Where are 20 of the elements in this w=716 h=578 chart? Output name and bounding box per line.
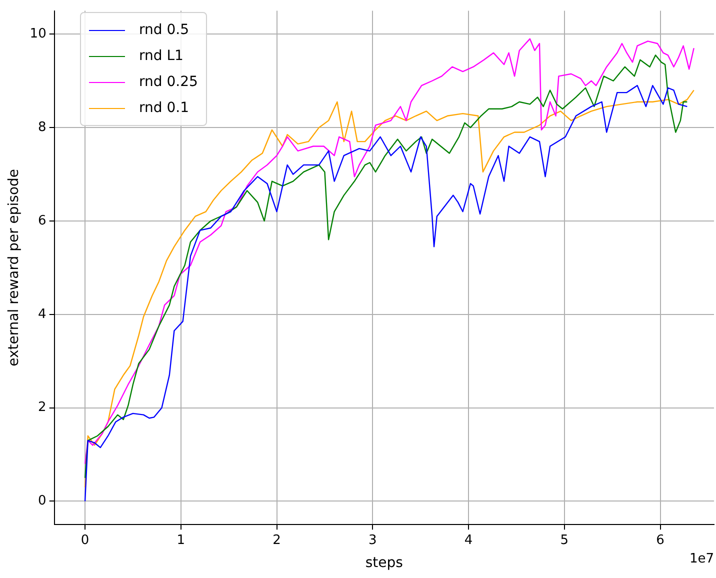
x-tick-label: 0: [80, 532, 90, 548]
x-tick-label: 5: [560, 532, 569, 548]
legend-label: rnd 0.25: [139, 74, 198, 90]
x-tick-label: 1: [176, 532, 186, 548]
y-tick-label: 4: [38, 306, 46, 322]
x-axis-title: steps: [365, 555, 403, 572]
legend-label: rnd 0.5: [139, 22, 189, 38]
y-tick-label: 0: [38, 494, 46, 509]
y-axis-title: external reward per episode: [6, 168, 22, 366]
y-tick-label: 6: [38, 213, 46, 228]
legend-label: rnd L1: [139, 48, 184, 64]
x-tick-label: 4: [464, 532, 473, 548]
text: 1e7: [689, 551, 714, 566]
x-tick-label: 3: [368, 532, 377, 548]
x-tick-label: 6: [656, 532, 664, 548]
y-tick-label: 2: [38, 400, 46, 416]
x-tick-label: 2: [272, 532, 281, 548]
y-tick-label: 8: [38, 120, 46, 135]
legend-label: rnd 0.1: [139, 100, 189, 116]
y-tick-label: 10: [30, 26, 46, 42]
